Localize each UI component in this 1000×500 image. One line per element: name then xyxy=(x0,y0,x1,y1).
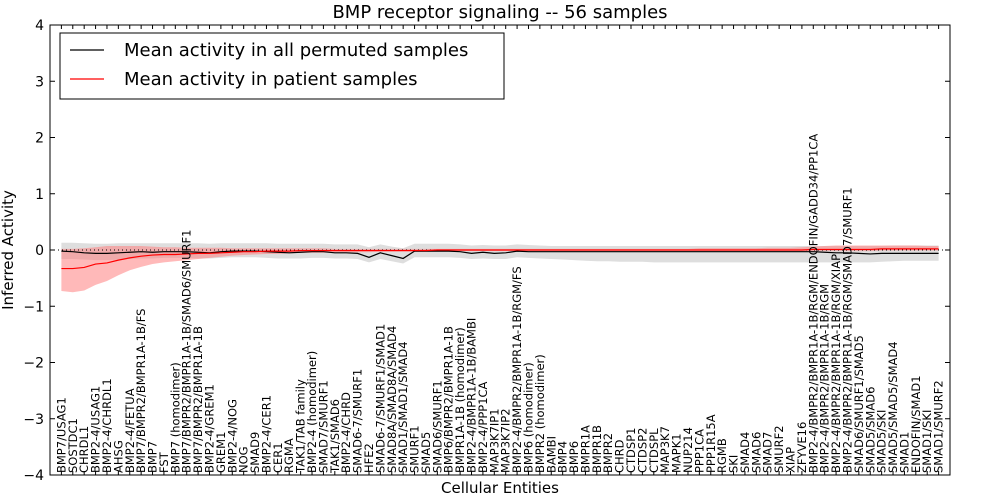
x-tick-label: BMP2-4/CER1 xyxy=(259,395,273,473)
x-tick-label: SOSTDC1 xyxy=(66,418,80,473)
x-tick-label: BMP6 xyxy=(567,441,581,473)
x-tick-label: SMAD1/SMURF2 xyxy=(932,380,946,473)
x-tick-label: BMP2-4/BMPR2/BMPR1A-1B/RGM/SMAD7/SMURF1 xyxy=(840,187,854,473)
y-tick-label: 2 xyxy=(35,131,44,147)
x-tick-label: BMPR2 (homodimer) xyxy=(533,354,547,473)
x-tick-label: SMAD6/SMURF1 xyxy=(430,380,444,473)
x-tick-label: BMP7 (homodimer) xyxy=(168,362,182,473)
x-tick-label: CHRDL1 xyxy=(77,426,91,473)
x-tick-label: BMPR1A xyxy=(578,425,592,473)
x-tick-label: BMP2-4/FETUA xyxy=(123,388,137,473)
x-tick-label: SMAD5/SMAD5/SMAD4 xyxy=(886,341,900,473)
x-tick-label: BMP2-4/CHRDL1 xyxy=(100,378,114,473)
x-tick-label: SMAD5 xyxy=(419,432,433,473)
x-tick-label: HFE2 xyxy=(362,443,376,473)
x-tick-label: ENDOFIN/SMAD1 xyxy=(909,375,923,473)
x-tick-label: SMAD6-7/SMURF1 xyxy=(351,369,365,473)
x-tick-label: SMAD6-7/SMURF1/SMAD1 xyxy=(373,324,387,473)
y-tick-label: −2 xyxy=(23,356,44,372)
x-tick-label: BMP2-4/BMPR2/BMPR1A-1B/RGM xyxy=(818,284,832,473)
x-tick-label: MAP3K7 xyxy=(658,426,672,473)
x-tick-label: SMAD8A/SMAD8A/SMAD4 xyxy=(385,326,399,473)
x-tick-label: SMAD1/SKI xyxy=(920,410,934,473)
x-tick-label: BAMBI xyxy=(544,436,558,473)
x-tick-label: SMAD6 xyxy=(749,432,763,473)
x-tick-label: BMP2-4/NOG xyxy=(225,399,239,473)
x-tick-label: SMAD7 xyxy=(761,432,775,473)
x-tick-label: SMAD4 xyxy=(738,432,752,473)
series-line-1 xyxy=(61,248,939,270)
x-tick-label: SMAD1 xyxy=(897,432,911,473)
x-tick-label: BMP7/BMPR2/BMPR1A-1B/SMAD6/SMURF1 xyxy=(180,230,194,473)
x-tick-label: BMP7 xyxy=(146,441,160,473)
y-tick-label: 1 xyxy=(35,187,44,203)
x-tick-label: MAPK1 xyxy=(670,433,684,473)
series-line-0 xyxy=(61,250,939,260)
x-tick-label: CHRD xyxy=(613,439,627,473)
y-tick-label: −3 xyxy=(23,412,44,428)
y-tick-label: −1 xyxy=(23,299,44,315)
x-tick-label: NUP214 xyxy=(681,427,695,473)
x-tick-label: BMP2-4/GREM1 xyxy=(202,384,216,473)
x-tick-label: CTDSP1 xyxy=(624,428,638,473)
x-tick-label: BMPR2 xyxy=(601,433,615,473)
x-tick-label: SMAD5/SKI xyxy=(875,410,889,473)
legend-box xyxy=(59,32,505,100)
x-tick-label: BMP2-4/PPP1CA xyxy=(476,381,490,473)
x-tick-label: XIAP xyxy=(784,447,798,473)
x-tick-label: PPP1CA xyxy=(692,429,706,473)
plot-area: 43210−1−2−3−4BMP7/USAG1SOSTDC1CHRDL1BMP2… xyxy=(23,18,951,484)
x-tick-label: BMP6 (homodimer) xyxy=(521,362,535,473)
x-tick-label: BMP4 xyxy=(556,441,570,473)
x-tick-label: BMP7/BMPR2/BMPR1A-1B xyxy=(191,326,205,473)
x-tick-label: BMP2-4/CHRD xyxy=(339,392,353,473)
y-tick-label: 4 xyxy=(35,18,44,34)
x-tick-label: BMPR1B xyxy=(590,425,604,473)
x-tick-label: NOG xyxy=(237,446,251,473)
x-axis-label: Cellular Entities xyxy=(441,479,559,497)
x-tick-label: BMP2-4/BMPR2/BMPR1A-1B/RGM/FS xyxy=(510,266,524,473)
x-tick-label: GREM1 xyxy=(214,432,228,473)
x-tick-label: BMP6/BMPR2/BMPR1A-1B xyxy=(442,326,456,473)
x-tick-label: BMP7/BMPR2/BMPR1A-1B/FS xyxy=(134,309,148,473)
x-tick-label: RGMA xyxy=(282,438,296,473)
x-tick-label: SMAD7/SMURF1 xyxy=(316,380,330,473)
x-tick-label: BMP2-4/USAG1 xyxy=(89,386,103,473)
x-tick-label: SMAD6/SMURF1/SMAD5 xyxy=(852,335,866,473)
x-tick-label: FST xyxy=(157,451,171,473)
x-tick-label: BMP2-4/BMPR2/BMPR1A-1B/RGM/XIAP xyxy=(829,254,843,473)
x-tick-label: MAP3K7IP1 xyxy=(487,408,501,473)
chart-title: BMP receptor signaling -- 56 samples xyxy=(332,2,667,23)
x-tick-label: SMURF1 xyxy=(408,425,422,473)
x-tick-label: SKI xyxy=(727,455,741,473)
x-tick-label: RGMB xyxy=(715,438,729,473)
x-tick-label: BMP2-4/BMPR1A-1B/BAMBI xyxy=(465,318,479,473)
x-tick-label: MAP3K7IP2 xyxy=(499,408,513,473)
x-tick-label: SMURF2 xyxy=(772,425,786,473)
x-tick-label: BMP2-4 (homodimer) xyxy=(305,351,319,473)
x-tick-label: BMPR1A-1B (homodimer) xyxy=(453,327,467,473)
x-tick-label: AHSG xyxy=(111,440,125,473)
x-tick-label: BMP2-4/BMPR2/BMPR1A-1B/RGM/ENDOFIN/GADD3… xyxy=(806,134,820,473)
x-tick-label: PPP1R15A xyxy=(704,414,718,473)
y-axis-label: Inferred Activity xyxy=(0,190,17,310)
legend-label-0: Mean activity in all permuted samples xyxy=(124,40,468,61)
x-tick-label: TAK1/TAB family xyxy=(294,379,308,474)
x-tick-label: CER1 xyxy=(271,442,285,473)
x-tick-label: SMAD1/SMAD1/SMAD4 xyxy=(396,341,410,473)
x-tick-label: TAK1/SMAD6 xyxy=(328,399,342,474)
y-tick-label: −4 xyxy=(23,468,44,484)
x-tick-label: SMAD5/SMAD6 xyxy=(863,387,877,473)
x-tick-label: BMP7/USAG1 xyxy=(54,397,68,473)
x-tick-label: ZFYVE16 xyxy=(795,422,809,473)
x-tick-label: CTDSP2 xyxy=(635,428,649,473)
y-tick-label: 0 xyxy=(35,243,44,259)
y-tick-label: 3 xyxy=(35,74,44,90)
x-tick-label: CTDSPL xyxy=(647,428,661,473)
legend-label-1: Mean activity in patient samples xyxy=(124,69,418,90)
x-tick-label: SMAD9 xyxy=(248,432,262,473)
